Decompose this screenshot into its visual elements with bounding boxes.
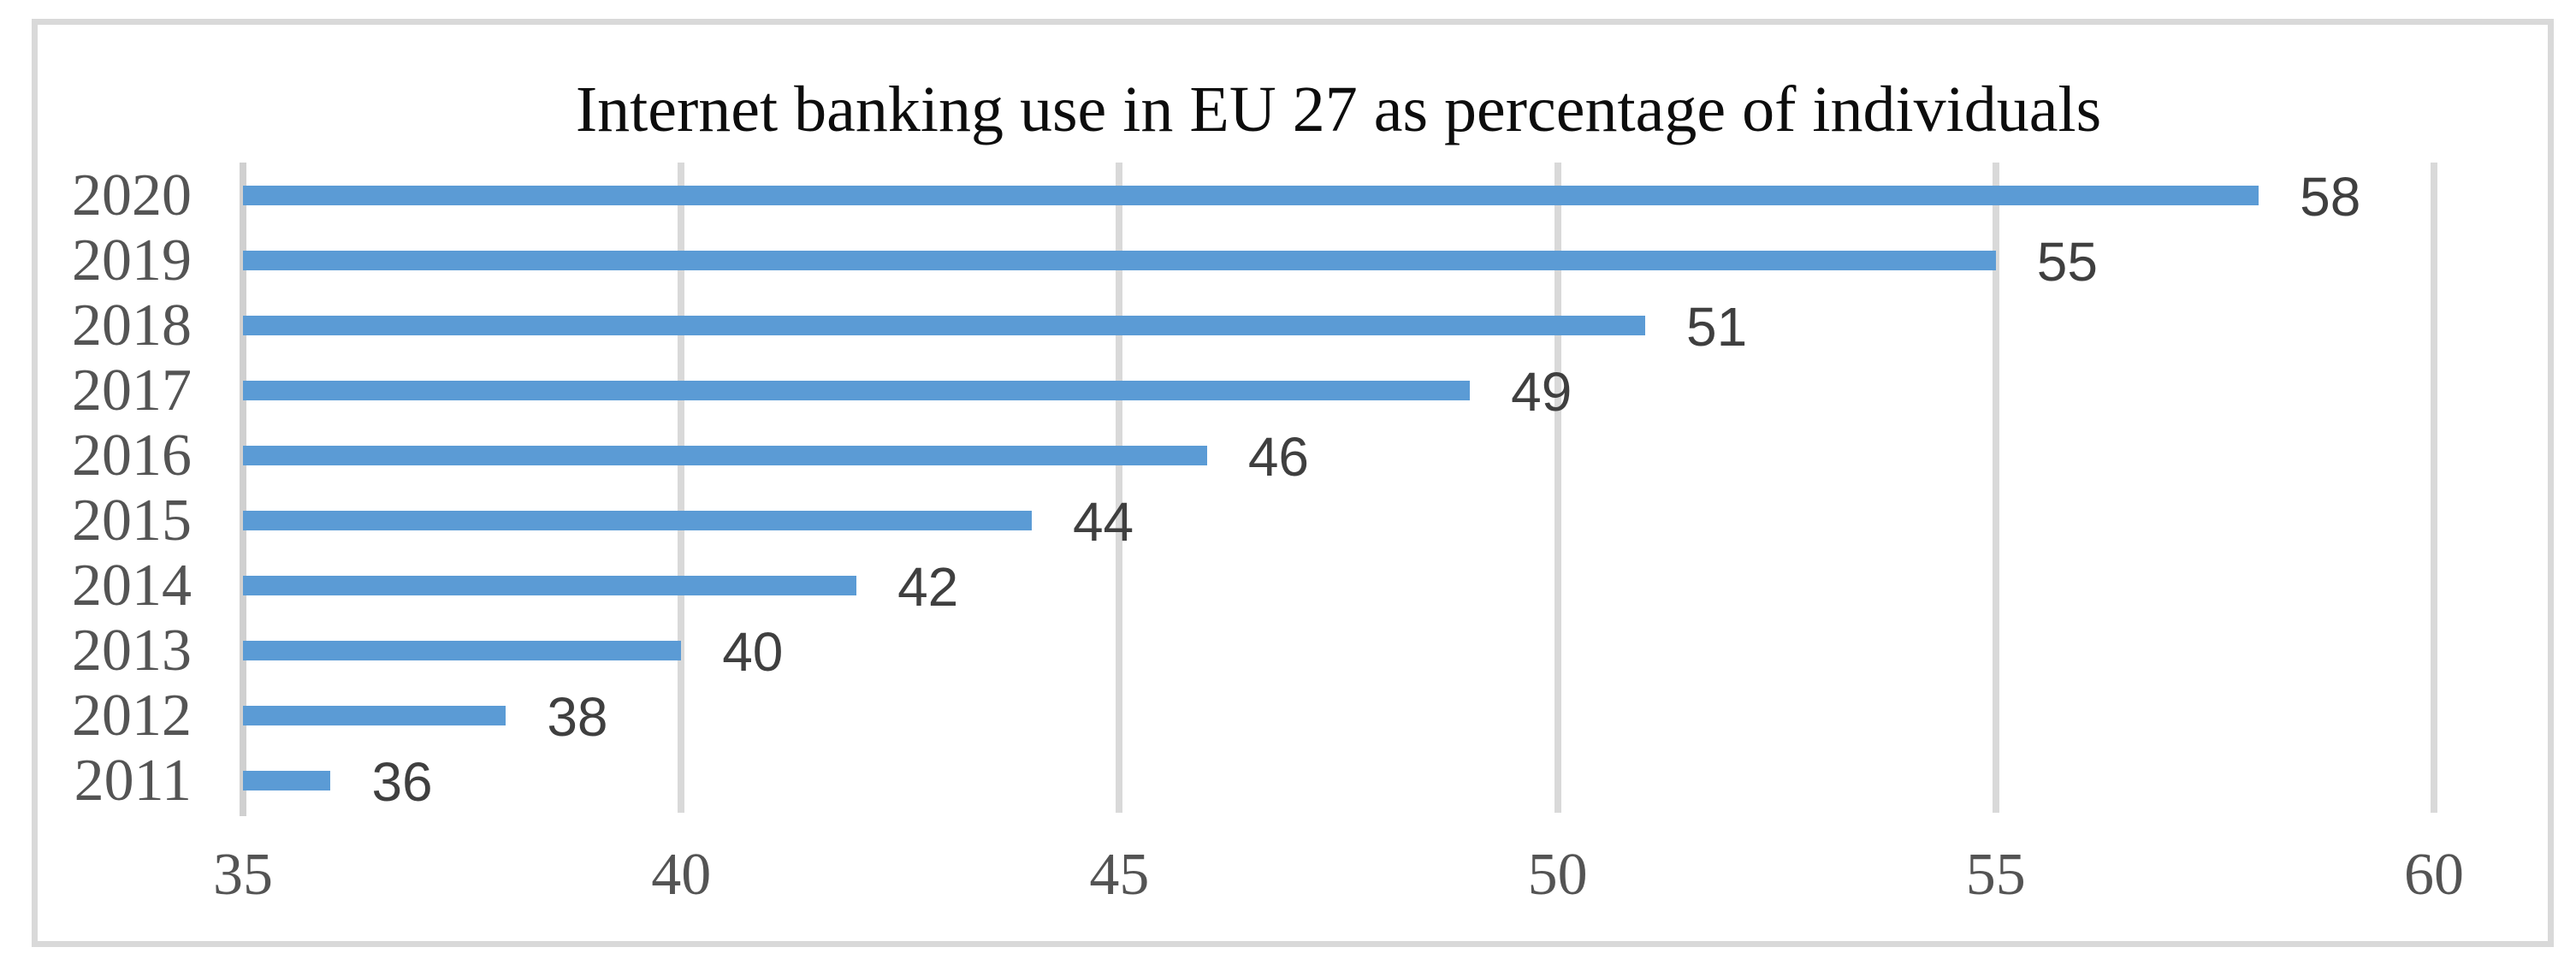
value-label-2016: 46 <box>1247 425 1310 488</box>
bar-2017 <box>243 381 1471 400</box>
value-label-2019: 55 <box>2036 230 2098 293</box>
category-label-2018: 2018 <box>72 292 192 358</box>
category-label-2011: 2011 <box>74 747 192 814</box>
value-label-2017: 49 <box>1511 360 1572 423</box>
value-label-2015: 44 <box>1072 490 1134 553</box>
value-label-2018: 51 <box>1686 295 1748 358</box>
bar-2012 <box>243 706 506 725</box>
category-label-2017: 2017 <box>72 357 192 423</box>
category-label-2015: 2015 <box>72 487 192 554</box>
x-tick-label-60: 60 <box>2404 842 2464 908</box>
value-label-2013: 40 <box>722 620 784 683</box>
value-label-2014: 42 <box>897 555 959 618</box>
category-label-2013: 2013 <box>72 617 192 684</box>
gridline-x-60 <box>2431 163 2437 813</box>
plot-area: 35 40 45 50 55 60 2020 58 2019 55 2018 51 2017 49 2016… <box>72 163 2464 905</box>
gridline-x-45 <box>1116 163 1123 813</box>
bar-2018 <box>243 316 1646 335</box>
gridline-x-40 <box>678 163 685 813</box>
bar-2013 <box>243 641 682 660</box>
bar-2014 <box>243 576 857 595</box>
bar-2015 <box>243 511 1032 530</box>
value-label-2012: 38 <box>547 685 608 748</box>
chart-title: Internet banking use in EU 27 as percent… <box>575 74 2102 145</box>
category-axis-line <box>240 163 246 816</box>
x-tick-label-40: 40 <box>651 842 712 908</box>
x-tick-label-45: 45 <box>1089 842 1150 908</box>
bar-2011 <box>243 771 331 790</box>
bar-2019 <box>243 251 1996 270</box>
category-label-2019: 2019 <box>72 227 192 293</box>
bar-2016 <box>243 446 1207 465</box>
gridline-x-55 <box>1992 163 1999 813</box>
value-label-2020: 58 <box>2300 165 2361 228</box>
x-tick-label-35: 35 <box>213 842 273 908</box>
x-tick-label-50: 50 <box>1527 842 1588 908</box>
category-label-2014: 2014 <box>72 552 192 619</box>
value-label-2011: 36 <box>371 750 433 813</box>
figure-frame <box>32 19 2554 947</box>
category-label-2016: 2016 <box>72 422 192 488</box>
gridline-x-50 <box>1554 163 1561 813</box>
bar-2020 <box>243 186 2259 205</box>
category-label-2020: 2020 <box>72 162 192 228</box>
x-tick-label-55: 55 <box>1965 842 2026 908</box>
category-label-2012: 2012 <box>72 682 192 749</box>
